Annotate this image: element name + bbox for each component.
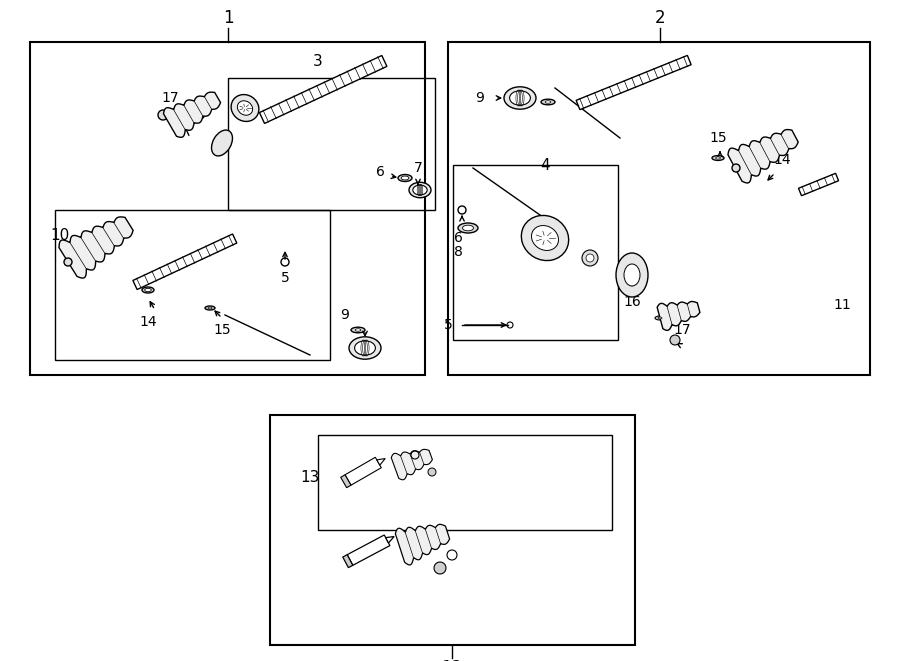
Ellipse shape: [434, 562, 446, 574]
Text: 10: 10: [50, 227, 69, 243]
Polygon shape: [164, 92, 220, 137]
Bar: [55, 210, 330, 360]
Text: 2: 2: [654, 9, 665, 27]
Text: 15: 15: [709, 131, 727, 145]
Text: 4: 4: [540, 157, 550, 173]
Text: 6: 6: [454, 231, 463, 245]
Ellipse shape: [545, 100, 551, 103]
Ellipse shape: [624, 264, 640, 286]
Ellipse shape: [463, 225, 473, 231]
Text: 9: 9: [340, 308, 349, 322]
Polygon shape: [798, 173, 839, 196]
Ellipse shape: [458, 223, 478, 233]
Polygon shape: [395, 524, 450, 565]
Ellipse shape: [145, 288, 151, 292]
Ellipse shape: [712, 155, 724, 161]
Text: 9: 9: [475, 91, 484, 105]
Text: 5: 5: [281, 271, 290, 285]
Ellipse shape: [409, 182, 431, 198]
Text: 7: 7: [414, 161, 422, 175]
Polygon shape: [392, 449, 432, 480]
Bar: [453, 165, 618, 340]
Text: 17: 17: [161, 91, 179, 105]
Ellipse shape: [208, 307, 212, 309]
Text: 16: 16: [188, 108, 206, 122]
Ellipse shape: [586, 254, 594, 262]
Polygon shape: [576, 56, 691, 110]
Bar: [270, 415, 635, 645]
Text: 6: 6: [375, 165, 384, 179]
Ellipse shape: [541, 99, 555, 105]
Polygon shape: [345, 457, 382, 485]
Ellipse shape: [413, 185, 428, 195]
Ellipse shape: [401, 176, 409, 180]
Polygon shape: [259, 56, 387, 124]
Ellipse shape: [582, 250, 598, 266]
Text: 14: 14: [140, 315, 157, 329]
Bar: [448, 42, 870, 375]
Ellipse shape: [355, 341, 375, 355]
Ellipse shape: [142, 287, 154, 293]
Ellipse shape: [658, 317, 662, 319]
Text: 15: 15: [213, 323, 230, 337]
Ellipse shape: [231, 95, 259, 122]
Text: 11: 11: [833, 298, 850, 312]
Ellipse shape: [716, 157, 720, 159]
Polygon shape: [347, 535, 390, 565]
Ellipse shape: [205, 306, 215, 310]
Polygon shape: [133, 234, 237, 290]
Text: 12: 12: [441, 659, 463, 661]
Ellipse shape: [509, 91, 530, 105]
Ellipse shape: [351, 327, 365, 332]
Ellipse shape: [532, 225, 559, 251]
Polygon shape: [343, 555, 353, 568]
Polygon shape: [728, 130, 798, 183]
Ellipse shape: [212, 130, 232, 156]
Circle shape: [732, 164, 740, 172]
Ellipse shape: [349, 337, 381, 359]
Text: 17: 17: [673, 323, 691, 337]
Ellipse shape: [398, 175, 412, 182]
Text: 3: 3: [313, 54, 323, 69]
Text: 14: 14: [773, 153, 791, 167]
Bar: [228, 78, 435, 210]
Bar: [30, 42, 425, 375]
Bar: [318, 435, 612, 530]
Circle shape: [64, 258, 72, 266]
Ellipse shape: [655, 316, 665, 320]
Polygon shape: [59, 217, 133, 278]
Ellipse shape: [356, 329, 361, 331]
Ellipse shape: [670, 335, 680, 345]
Polygon shape: [386, 537, 394, 543]
Ellipse shape: [238, 100, 253, 115]
Text: 1: 1: [222, 9, 233, 27]
Text: 8: 8: [454, 245, 463, 259]
Text: 13: 13: [300, 471, 319, 485]
Polygon shape: [341, 475, 351, 488]
Polygon shape: [377, 459, 385, 465]
Ellipse shape: [521, 215, 569, 260]
Polygon shape: [657, 301, 700, 330]
Ellipse shape: [616, 253, 648, 297]
Circle shape: [158, 110, 168, 120]
Ellipse shape: [504, 87, 536, 109]
Text: 5: 5: [444, 318, 453, 332]
Text: 16: 16: [623, 295, 641, 309]
Ellipse shape: [428, 468, 436, 476]
